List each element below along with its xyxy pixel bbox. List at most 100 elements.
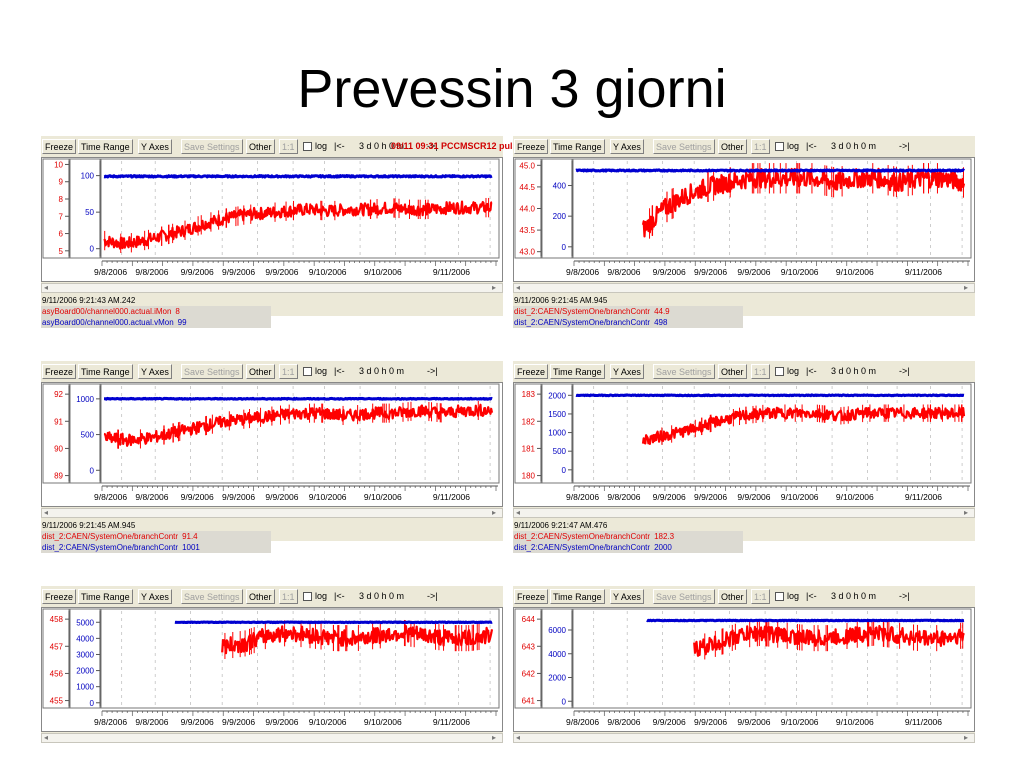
scroll-left-icon[interactable]: ◂ <box>44 283 49 292</box>
scroll-left-icon[interactable]: ◂ <box>516 283 521 292</box>
log-checkbox[interactable] <box>775 367 784 376</box>
save-settings-button[interactable]: Save Settings <box>181 139 243 154</box>
y-axes-button[interactable]: Y Axes <box>138 364 172 379</box>
ratio-button[interactable]: 1:1 <box>751 139 770 154</box>
freeze-button[interactable]: Freeze <box>514 589 549 604</box>
trend-chart-svg: 458 457 456 455 5000 4000 3000 2000 1000 0 9/8/200… <box>42 608 500 727</box>
ratio-button[interactable]: 1:1 <box>751 589 770 604</box>
scroll-left-icon[interactable]: ◂ <box>44 733 49 742</box>
log-checkbox[interactable] <box>775 142 784 151</box>
x-axis-tick-label: 9/9/2006 <box>265 492 298 502</box>
save-settings-button[interactable]: Save Settings <box>653 364 715 379</box>
time-range-button[interactable]: Time Range <box>78 589 133 604</box>
scroll-right-icon[interactable]: ▸ <box>492 733 497 742</box>
horizontal-scrollbar[interactable]: ◂ ▸ <box>513 283 975 293</box>
x-axis-tick-label: 9/8/2006 <box>566 267 599 277</box>
freeze-button[interactable]: Freeze <box>514 139 549 154</box>
red-axis-frame <box>42 608 70 709</box>
readout-red-label: dist_2:CAEN/SystemOne/branchContr <box>514 532 651 541</box>
next-range-button[interactable]: ->| <box>899 141 910 151</box>
trend-chart-svg: 45.0 44.5 44.0 43.5 43.0 400 200 0 9/8/2006 9/8/2… <box>514 158 972 277</box>
save-settings-button[interactable]: Save Settings <box>181 364 243 379</box>
scroll-left-icon[interactable]: ◂ <box>516 508 521 517</box>
ratio-button[interactable]: 1:1 <box>279 364 298 379</box>
scroll-left-icon[interactable]: ◂ <box>44 508 49 517</box>
red-axis-frame <box>42 158 70 259</box>
red-axis-tick-label: 456 <box>50 669 64 678</box>
prev-range-button[interactable]: |<- <box>334 366 345 376</box>
other-button[interactable]: Other <box>718 139 747 154</box>
ratio-button[interactable]: 1:1 <box>751 364 770 379</box>
readout-blue-label: asyBoard00/channel000.actual.vMon <box>42 318 174 327</box>
red-series-line <box>221 625 494 655</box>
other-button[interactable]: Other <box>246 589 275 604</box>
time-range-button[interactable]: Time Range <box>78 364 133 379</box>
freeze-button[interactable]: Freeze <box>42 139 77 154</box>
red-axis-tick-label: 183 <box>522 390 536 399</box>
next-range-button[interactable]: ->| <box>899 591 910 601</box>
prev-range-button[interactable]: |<- <box>334 141 345 151</box>
range-display: 3 d 0 h 0 m <box>831 366 877 376</box>
scroll-right-icon[interactable]: ▸ <box>964 733 969 742</box>
readout-blue-value: 498 <box>654 318 668 327</box>
trend-chart-svg: 10 9 8 7 6 5 100 50 0 9/8/2006 9/8/2006 9/9/2006 9/9… <box>42 158 500 277</box>
blue-series-line <box>103 174 493 179</box>
time-range-button[interactable]: Time Range <box>550 364 605 379</box>
y-axes-button[interactable]: Y Axes <box>138 139 172 154</box>
x-axis-tick-label: 9/9/2006 <box>181 717 214 727</box>
other-button[interactable]: Other <box>718 589 747 604</box>
x-axis-tick-label: 9/10/2006 <box>836 267 874 277</box>
scroll-right-icon[interactable]: ▸ <box>492 508 497 517</box>
next-range-button[interactable]: ->| <box>427 141 438 151</box>
scroll-left-icon[interactable]: ◂ <box>516 733 521 742</box>
horizontal-scrollbar[interactable]: ◂ ▸ <box>513 733 975 743</box>
save-settings-button[interactable]: Save Settings <box>181 589 243 604</box>
ratio-button[interactable]: 1:1 <box>279 589 298 604</box>
horizontal-scrollbar[interactable]: ◂ ▸ <box>41 733 503 743</box>
range-display: 3 d 0 h 0 m <box>831 141 877 151</box>
save-settings-button[interactable]: Save Settings <box>653 589 715 604</box>
freeze-button[interactable]: Freeze <box>42 364 77 379</box>
log-checkbox[interactable] <box>303 592 312 601</box>
horizontal-scrollbar[interactable]: ◂ ▸ <box>41 508 503 518</box>
scroll-right-icon[interactable]: ▸ <box>964 508 969 517</box>
trend-panel: Freeze Time Range Y Axes Save Settings Other… <box>41 136 583 328</box>
x-axis-tick-label: 9/11/2006 <box>905 717 942 727</box>
horizontal-scrollbar[interactable]: ◂ ▸ <box>41 283 503 293</box>
scroll-right-icon[interactable]: ▸ <box>492 283 497 292</box>
y-axes-button[interactable]: Y Axes <box>138 589 172 604</box>
x-axis-tick-label: 9/10/2006 <box>364 267 402 277</box>
prev-range-button[interactable]: |<- <box>806 591 817 601</box>
prev-range-button[interactable]: |<- <box>806 366 817 376</box>
next-range-button[interactable]: ->| <box>427 591 438 601</box>
horizontal-scrollbar[interactable]: ◂ ▸ <box>513 508 975 518</box>
scroll-right-icon[interactable]: ▸ <box>964 283 969 292</box>
next-range-button[interactable]: ->| <box>427 366 438 376</box>
time-range-button[interactable]: Time Range <box>78 139 133 154</box>
log-checkbox[interactable] <box>303 367 312 376</box>
prev-range-button[interactable]: |<- <box>334 591 345 601</box>
freeze-button[interactable]: Freeze <box>514 364 549 379</box>
freeze-button[interactable]: Freeze <box>42 589 77 604</box>
next-range-button[interactable]: ->| <box>899 366 910 376</box>
blue-axis-frame <box>541 158 573 259</box>
other-button[interactable]: Other <box>718 364 747 379</box>
y-axes-button[interactable]: Y Axes <box>610 589 644 604</box>
red-axis-tick-label: 44.5 <box>519 183 535 192</box>
blue-axis-tick-label: 4000 <box>76 634 94 643</box>
x-axis-tick-label: 9/9/2006 <box>181 267 214 277</box>
ratio-button[interactable]: 1:1 <box>279 139 298 154</box>
time-range-button[interactable]: Time Range <box>550 139 605 154</box>
y-axes-button[interactable]: Y Axes <box>610 364 644 379</box>
readout-timestamp: 9/11/2006 9:21:43 AM.242 <box>42 296 136 305</box>
time-range-button[interactable]: Time Range <box>550 589 605 604</box>
prev-range-button[interactable]: |<- <box>806 141 817 151</box>
log-checkbox[interactable] <box>303 142 312 151</box>
other-button[interactable]: Other <box>246 364 275 379</box>
save-settings-button[interactable]: Save Settings <box>653 139 715 154</box>
log-checkbox[interactable] <box>775 592 784 601</box>
red-axis-tick-label: 644 <box>522 615 536 624</box>
trend-chart-svg: 92 91 90 89 1000 500 0 9/8/2006 9/8/2006 9/9/2006… <box>42 383 500 502</box>
other-button[interactable]: Other <box>246 139 275 154</box>
y-axes-button[interactable]: Y Axes <box>610 139 644 154</box>
